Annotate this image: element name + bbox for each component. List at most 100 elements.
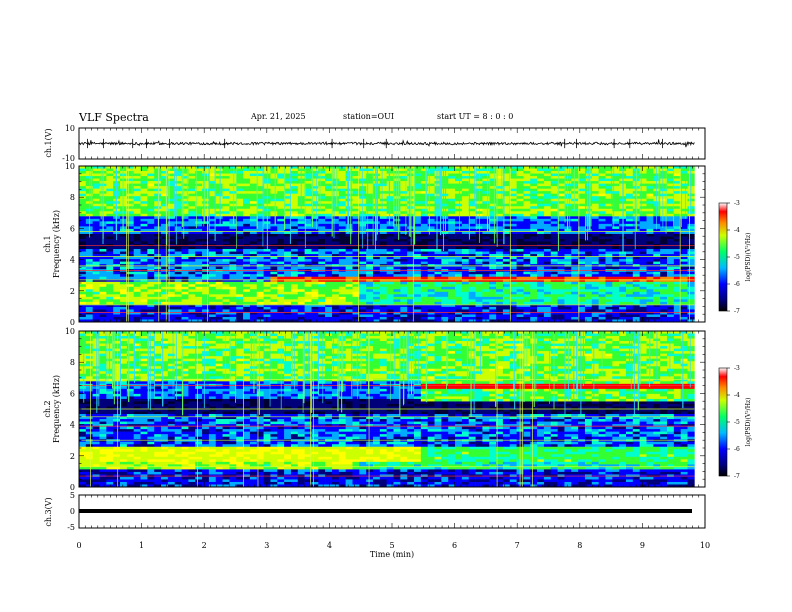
spectrogram-cell bbox=[571, 299, 579, 303]
spectrogram-cell bbox=[509, 241, 517, 245]
spectrogram-cell bbox=[195, 231, 203, 235]
spectrogram-cell bbox=[619, 256, 627, 260]
spectrogram-cell bbox=[126, 196, 134, 200]
spectrogram-cell bbox=[318, 276, 326, 280]
spectrogram-cell bbox=[414, 191, 422, 194]
spectrogram-cell bbox=[270, 221, 278, 225]
spectrogram-cell bbox=[79, 276, 87, 280]
spectrogram-cell bbox=[598, 286, 606, 290]
spectrogram-cell bbox=[161, 203, 169, 207]
spectrogram-cell bbox=[154, 178, 162, 182]
spectrogram-cell bbox=[393, 231, 401, 235]
spectrogram-cell bbox=[331, 311, 340, 315]
spectrogram-cell bbox=[352, 181, 360, 184]
spectrogram-cell bbox=[557, 221, 565, 225]
spectrogram-cell bbox=[502, 304, 511, 308]
spectrogram-cell bbox=[352, 254, 360, 257]
spectrogram-cell bbox=[263, 309, 271, 313]
spectrogram-cell bbox=[140, 181, 148, 184]
spectrogram-cell bbox=[373, 296, 381, 300]
spectrogram-cell bbox=[448, 168, 456, 172]
spectrogram-cell bbox=[311, 246, 319, 250]
spectrogram-cell bbox=[550, 201, 558, 205]
spectrogram-cell bbox=[79, 296, 87, 300]
spectrogram-cell bbox=[448, 311, 456, 315]
spectrogram-cell bbox=[79, 291, 87, 295]
spectrogram-cell bbox=[455, 259, 463, 262]
spectrogram-cell bbox=[516, 316, 524, 320]
spectrogram-cell bbox=[120, 236, 128, 240]
spectrogram-cell bbox=[147, 176, 155, 179]
spectrogram-cell bbox=[530, 181, 538, 184]
spectrogram-cell bbox=[195, 256, 203, 260]
spectrogram-cell bbox=[188, 289, 196, 293]
spectrogram-cell bbox=[181, 286, 189, 290]
spectrogram-cell bbox=[106, 256, 114, 260]
spectrogram-cell bbox=[393, 191, 401, 194]
spectrogram-cell bbox=[147, 168, 155, 172]
spectrogram-cell bbox=[468, 168, 476, 172]
spectrogram-cell bbox=[167, 218, 176, 222]
spectrogram-cell bbox=[612, 228, 620, 232]
spectrogram-cell bbox=[427, 266, 435, 270]
spectrogram-cell bbox=[605, 236, 613, 240]
spectrogram-cell bbox=[215, 188, 223, 192]
spectrogram-cell bbox=[461, 211, 470, 215]
spectrogram-cell bbox=[509, 193, 517, 197]
spectrogram-cell bbox=[530, 291, 538, 295]
spectrogram-cell bbox=[318, 176, 326, 179]
spectrogram-cell bbox=[325, 191, 333, 194]
spectrogram-cell bbox=[612, 291, 620, 295]
spectrogram-cell bbox=[502, 251, 511, 255]
spectrogram-cell bbox=[140, 279, 148, 283]
spectrogram-cell bbox=[215, 211, 223, 215]
spectrogram-cell bbox=[414, 306, 422, 310]
spectrogram-cell bbox=[79, 176, 87, 179]
spectrogram-cell bbox=[161, 294, 169, 298]
spectrogram-cell bbox=[461, 266, 470, 270]
spectrogram-cell bbox=[612, 213, 620, 217]
spectrogram-cell bbox=[557, 309, 565, 313]
spectrogram-cell bbox=[174, 191, 182, 194]
spectrogram-cell bbox=[311, 183, 319, 187]
spectrogram-cell bbox=[256, 254, 264, 257]
spectrogram-cell bbox=[277, 256, 285, 260]
spectrogram-cell bbox=[304, 296, 312, 300]
spectrogram-cell bbox=[434, 216, 442, 220]
spectrogram-cell bbox=[400, 306, 408, 310]
spectrogram-cell bbox=[126, 316, 134, 320]
spectrogram-cell bbox=[345, 309, 353, 313]
spectrogram-cell bbox=[284, 178, 292, 182]
spectrogram-cell bbox=[195, 294, 203, 298]
spectrogram-cell bbox=[338, 246, 346, 250]
spectrogram-cell bbox=[379, 216, 387, 220]
spectrogram-cell bbox=[461, 206, 470, 210]
spectrogram-cell bbox=[543, 188, 552, 192]
spectrogram-cell bbox=[181, 186, 189, 189]
spectrogram-cell bbox=[523, 274, 531, 278]
spectrogram-cell bbox=[352, 208, 360, 212]
spectrogram-cell bbox=[147, 299, 155, 303]
spectrogram-cell bbox=[79, 241, 87, 245]
spectrogram-cell bbox=[229, 296, 237, 300]
spectrogram-cell bbox=[584, 319, 593, 323]
spectrogram-cell bbox=[496, 311, 504, 315]
spectrogram-cell bbox=[318, 304, 326, 308]
spectrogram-cell bbox=[113, 301, 121, 305]
spectrogram-cell bbox=[427, 188, 435, 192]
spectrogram-cell bbox=[605, 316, 613, 320]
spectrogram-cell bbox=[414, 259, 422, 262]
spectrogram-cell bbox=[441, 266, 449, 270]
spectrogram-cell bbox=[161, 316, 169, 320]
spectrogram-cell bbox=[461, 254, 470, 257]
spectrogram-cell bbox=[475, 309, 483, 313]
spectrogram-cell bbox=[92, 216, 100, 220]
spectrogram-cell bbox=[509, 246, 517, 250]
spectrogram-cell bbox=[243, 228, 251, 232]
spectrogram-cell bbox=[249, 186, 258, 189]
spectrogram-cell bbox=[236, 284, 244, 288]
spectrogram-cell bbox=[530, 236, 538, 240]
spectrogram-cell bbox=[591, 291, 599, 295]
spectrogram-cell bbox=[318, 231, 326, 235]
spectrogram-cell bbox=[373, 201, 381, 205]
